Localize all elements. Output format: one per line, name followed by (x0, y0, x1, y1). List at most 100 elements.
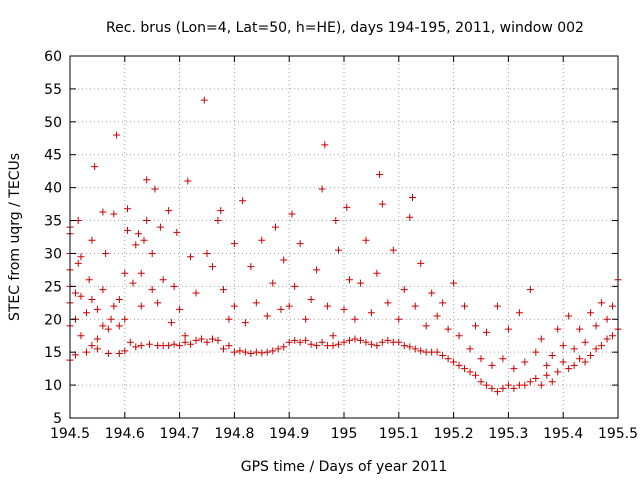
data-point (132, 241, 140, 249)
data-point (110, 210, 118, 218)
data-point (461, 365, 469, 373)
data-point (444, 325, 452, 333)
data-point (82, 309, 90, 317)
data-point (277, 305, 285, 313)
data-point (187, 340, 195, 348)
data-point (302, 336, 310, 344)
data-point (587, 351, 595, 359)
data-point (548, 378, 556, 386)
data-point (493, 388, 501, 396)
data-point (280, 256, 288, 264)
data-point (335, 340, 343, 348)
data-point (143, 176, 151, 184)
data-point (230, 240, 238, 248)
data-point (176, 342, 184, 350)
x-tick-label: 194.5 (50, 426, 90, 442)
data-point (576, 325, 584, 333)
data-point (565, 312, 573, 320)
data-point (450, 279, 458, 287)
data-point (148, 249, 156, 257)
chart-grid (70, 56, 618, 418)
data-point (129, 279, 137, 287)
y-tick-label: 25 (44, 279, 62, 295)
data-point (214, 217, 222, 225)
data-point (176, 305, 184, 313)
data-point (356, 279, 364, 287)
data-point (115, 296, 123, 304)
data-point (263, 312, 271, 320)
data-point (258, 236, 266, 244)
data-point (77, 253, 85, 261)
data-point (532, 375, 540, 383)
data-point (603, 315, 611, 323)
data-point (515, 309, 523, 317)
data-point (198, 335, 206, 343)
data-point (272, 223, 279, 231)
data-point (543, 361, 551, 369)
x-tick-label: 195.2 (434, 426, 474, 442)
data-point (219, 286, 227, 294)
data-point (241, 319, 249, 327)
data-point (417, 347, 425, 355)
data-point (225, 342, 233, 350)
data-point (488, 361, 496, 369)
data-point (137, 302, 145, 310)
data-point (362, 338, 370, 346)
data-point (455, 332, 463, 340)
data-point (217, 207, 225, 215)
chart-title: Rec. brus (Lon=4, Lat=50, h=HE), days 19… (106, 20, 584, 36)
data-point (439, 351, 447, 359)
data-point (173, 228, 181, 236)
data-point (587, 309, 595, 317)
data-point (170, 340, 178, 348)
data-point (351, 315, 359, 323)
axis-ticks: 194.5 194.6 194.7 194.8 194.9 195 195.1 195.2 19… (44, 49, 638, 442)
data-point (395, 315, 403, 323)
data-point (110, 302, 118, 310)
data-point (151, 185, 159, 193)
data-point (124, 205, 132, 213)
y-tick-label: 10 (44, 378, 62, 394)
data-point (356, 336, 364, 344)
data-point (148, 286, 156, 294)
data-point (570, 361, 578, 369)
data-point (603, 335, 611, 343)
data-point (88, 296, 96, 304)
data-point (113, 131, 121, 139)
data-point (225, 315, 233, 323)
data-point (115, 322, 123, 330)
data-point (378, 338, 386, 346)
data-point (345, 276, 353, 284)
data-point (296, 240, 304, 248)
data-point (263, 348, 271, 356)
data-point (537, 381, 545, 389)
data-point (477, 378, 485, 386)
data-point (395, 338, 403, 346)
y-tick-label: 40 (44, 181, 62, 197)
data-point (82, 348, 90, 356)
data-point (504, 381, 512, 389)
data-point (592, 322, 600, 330)
x-tick-label: 194.7 (160, 426, 200, 442)
data-point (77, 292, 85, 300)
y-tick-label: 45 (44, 148, 62, 164)
data-point (187, 253, 195, 261)
data-point (200, 96, 208, 104)
data-point (504, 325, 512, 333)
data-point (313, 266, 321, 274)
data-point (121, 315, 129, 323)
x-tick-label: 195.3 (488, 426, 528, 442)
data-point (466, 368, 474, 376)
y-tick-label: 30 (44, 246, 62, 262)
data-point (389, 246, 397, 254)
data-point (230, 348, 238, 356)
data-point (126, 338, 134, 346)
x-tick-label: 195.4 (543, 426, 583, 442)
data-point (77, 332, 85, 340)
data-point (384, 299, 392, 307)
data-point (526, 378, 534, 386)
data-point (433, 312, 441, 320)
data-point (598, 342, 606, 350)
data-point (137, 269, 145, 277)
